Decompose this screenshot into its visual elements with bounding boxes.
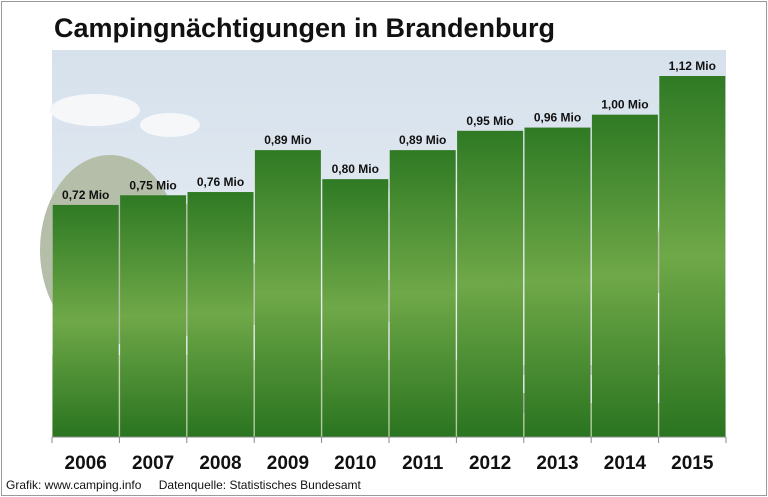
footer-credit: Grafik: www.camping.info: [6, 478, 142, 492]
x-tick-label-2010: 2010: [334, 453, 376, 474]
bar-2014: [591, 114, 658, 437]
x-labels-group: 2006 2007 2008 2009 2010 2011 2012 2013 2014 2015: [65, 453, 714, 474]
value-label-2013: 0,96 Mio: [534, 111, 581, 125]
bar-2007: [120, 195, 187, 437]
x-tick-label-2014: 2014: [604, 453, 647, 474]
bar-2006: [52, 204, 119, 437]
x-tick-label-2013: 2013: [536, 453, 578, 474]
value-label-2007: 0,75 Mio: [129, 178, 176, 192]
bar-2011: [389, 150, 456, 438]
value-label-2015: 1,12 Mio: [669, 59, 716, 73]
value-label-2008: 0,76 Mio: [197, 175, 244, 189]
bars-group: [52, 76, 726, 438]
x-tick-label-2006: 2006: [65, 453, 107, 474]
x-ticks-group: [51, 437, 727, 443]
x-tick-label-2007: 2007: [132, 453, 174, 474]
value-label-2006: 0,72 Mio: [62, 188, 109, 202]
chart-footer: Grafik: www.camping.info Datenquelle: St…: [6, 478, 361, 492]
value-label-2011: 0,89 Mio: [399, 133, 446, 147]
bar-2010: [322, 179, 389, 437]
value-label-2012: 0,95 Mio: [466, 114, 513, 128]
x-tick-label-2015: 2015: [671, 453, 714, 474]
value-label-2014: 1,00 Mio: [601, 98, 648, 112]
x-tick-label-2009: 2009: [267, 453, 309, 474]
value-label-2010: 0,80 Mio: [332, 162, 379, 176]
x-tick-label-2011: 2011: [402, 453, 444, 474]
x-tick-label-2008: 2008: [199, 453, 241, 474]
bar-2013: [524, 127, 591, 438]
bar-2012: [457, 130, 524, 437]
bar-2008: [187, 192, 254, 437]
chart-title: Campingnächtigungen in Brandenburg: [54, 13, 555, 43]
bar-2009: [254, 150, 321, 438]
footer-source: Datenquelle: Statistisches Bundesamt: [158, 478, 361, 492]
x-tick-label-2012: 2012: [469, 453, 511, 474]
bar-2015: [659, 76, 726, 437]
value-label-2009: 0,89 Mio: [264, 133, 311, 147]
value-labels-group: 0,72 Mio 0,75 Mio 0,76 Mio 0,89 Mio 0,80 Mio…: [62, 59, 716, 202]
